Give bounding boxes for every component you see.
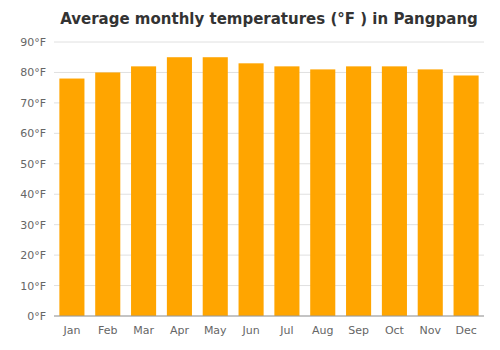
bar bbox=[131, 66, 156, 316]
page: {"chart_data": {"type": "bar", "title": … bbox=[0, 0, 500, 350]
x-tick-label: Jul bbox=[279, 324, 293, 337]
bar bbox=[203, 57, 228, 316]
x-tick-label: Aug bbox=[312, 324, 333, 337]
bars bbox=[59, 57, 478, 316]
bar bbox=[59, 79, 84, 316]
y-tick-label: 60°F bbox=[20, 127, 46, 140]
y-tick-label: 30°F bbox=[20, 219, 46, 232]
x-tick-label: Dec bbox=[455, 324, 476, 337]
bar bbox=[382, 66, 407, 316]
bar bbox=[310, 69, 335, 316]
y-tick-labels: 0°F 10°F 20°F 30°F 40°F 50°F 60°F 70°F 80°F 90°F bbox=[20, 36, 46, 323]
x-tick-label: Nov bbox=[420, 324, 442, 337]
chart-container: Average monthly temperatures (°F ) in Pa… bbox=[0, 0, 500, 350]
x-tick-label: Apr bbox=[170, 324, 190, 337]
x-tick-label: Feb bbox=[98, 324, 117, 337]
x-tick-labels: Jan Feb Mar Apr May Jun Jul Aug Sep Oct Nov Dec bbox=[62, 324, 476, 337]
x-tick-label: Jan bbox=[62, 324, 80, 337]
x-tick-label: Oct bbox=[385, 324, 405, 337]
chart-svg: Average monthly temperatures (°F ) in Pa… bbox=[0, 0, 500, 350]
x-tick-label: Mar bbox=[133, 324, 154, 337]
x-tick-label: May bbox=[204, 324, 227, 337]
y-tick-label: 90°F bbox=[20, 36, 46, 49]
bar bbox=[95, 72, 120, 316]
grid-line bbox=[54, 42, 484, 43]
grid-line bbox=[54, 316, 484, 317]
bar bbox=[239, 63, 264, 316]
chart-title: Average monthly temperatures (°F ) in Pa… bbox=[60, 10, 478, 28]
bar bbox=[418, 69, 443, 316]
y-tick-label: 0°F bbox=[27, 310, 46, 323]
y-tick-label: 10°F bbox=[20, 280, 46, 293]
y-tick-label: 50°F bbox=[20, 158, 46, 171]
y-tick-label: 80°F bbox=[20, 66, 46, 79]
x-axis-line bbox=[54, 316, 484, 317]
y-tick-label: 70°F bbox=[20, 97, 46, 110]
bar bbox=[274, 66, 299, 316]
bar bbox=[346, 66, 371, 316]
bar bbox=[167, 57, 192, 316]
bar bbox=[454, 75, 479, 316]
y-grid bbox=[54, 42, 484, 316]
x-tick-label: Sep bbox=[348, 324, 369, 337]
y-tick-label: 20°F bbox=[20, 249, 46, 262]
y-tick-label: 40°F bbox=[20, 188, 46, 201]
x-tick-label: Jun bbox=[241, 324, 259, 337]
